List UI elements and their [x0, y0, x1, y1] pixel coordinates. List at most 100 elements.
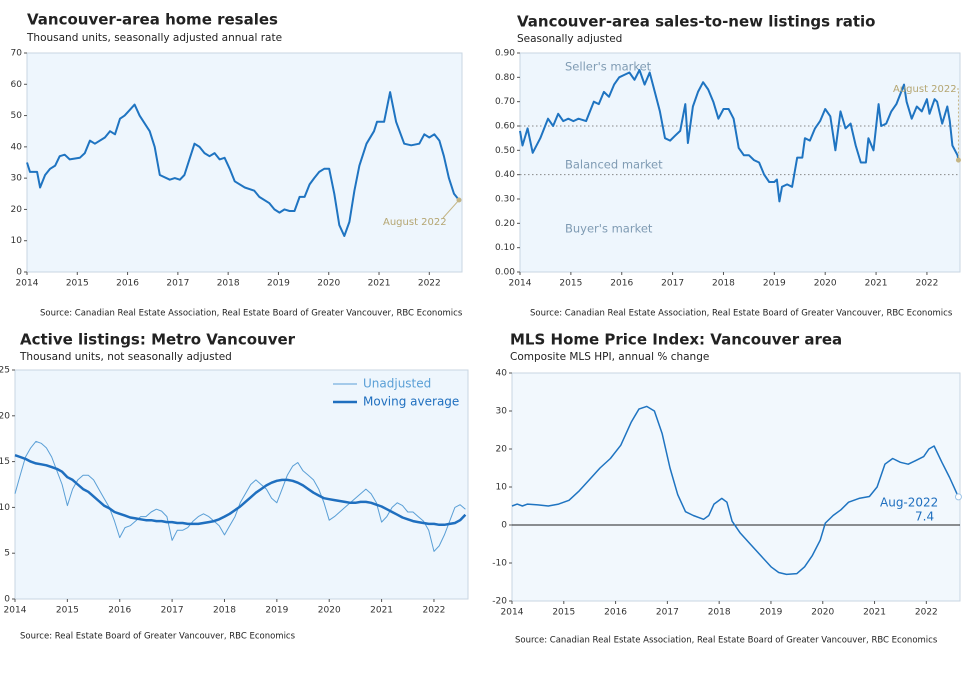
x-tick-label: 2019	[760, 608, 783, 618]
y-tick-label: -20	[492, 597, 507, 607]
x-tick-label: 2016	[108, 606, 131, 616]
x-tick-label: 2022	[423, 606, 446, 616]
y-tick-label: 0.00	[495, 268, 515, 278]
chart-title: MLS Home Price Index: Vancouver area	[510, 331, 842, 349]
x-tick-label: 2015	[559, 279, 582, 289]
zone-label: Buyer's market	[565, 222, 653, 236]
y-tick-label: 20	[0, 411, 10, 421]
x-tick-label: 2014	[4, 606, 27, 616]
x-tick-label: 2019	[265, 606, 288, 616]
zone-label: Balanced market	[565, 158, 663, 172]
x-tick-label: 2016	[604, 608, 627, 618]
y-tick-label: 0.50	[495, 146, 515, 156]
plot-area	[511, 372, 961, 602]
legend-label: Moving average	[363, 395, 459, 409]
y-tick-label: 0.60	[495, 122, 515, 132]
y-tick-label: 30	[11, 174, 23, 184]
x-tick-label: 2016	[116, 279, 139, 289]
y-tick-label: 10	[496, 483, 508, 493]
chart-title: Active listings: Metro Vancouver	[20, 331, 296, 349]
y-tick-label: 0	[16, 268, 22, 278]
x-tick-label: 2020	[811, 608, 834, 618]
y-tick-label: 20	[11, 205, 23, 215]
x-tick-label: 2019	[267, 279, 290, 289]
y-tick-label: 15	[0, 457, 10, 467]
x-tick-label: 2022	[418, 279, 441, 289]
x-tick-label: 2021	[865, 279, 888, 289]
x-tick-label: 2014	[509, 279, 532, 289]
value-label: 7.4	[915, 510, 934, 524]
chart-subtitle: Seasonally adjusted	[517, 33, 622, 45]
y-tick-label: 0	[501, 521, 507, 531]
x-tick-label: 2022	[915, 279, 938, 289]
y-tick-label: 60	[11, 80, 23, 90]
chart-subtitle: Thousand units, seasonally adjusted annu…	[26, 32, 282, 44]
x-tick-label: 2016	[610, 279, 633, 289]
zone-label: Seller's market	[565, 60, 652, 74]
y-tick-label: 30	[496, 407, 508, 417]
source-note: Source: Canadian Real Estate Association…	[530, 309, 953, 319]
x-tick-label: 2017	[661, 279, 684, 289]
y-tick-label: 25	[0, 366, 10, 376]
annotation-dot	[954, 493, 962, 501]
x-tick-label: 2021	[370, 606, 393, 616]
annotation: Aug-2022	[880, 496, 938, 510]
data-line	[511, 405, 960, 576]
x-tick-label: 2018	[712, 279, 735, 289]
y-tick-label: 5	[4, 549, 10, 559]
chart-subtitle: Thousand units, not seasonally adjusted	[19, 351, 232, 363]
x-tick-label: 2015	[66, 279, 89, 289]
x-tick-label: 2018	[708, 608, 731, 618]
x-tick-label: 2022	[915, 608, 938, 618]
source-note: Source: Canadian Real Estate Association…	[40, 309, 463, 319]
y-tick-label: 70	[11, 49, 23, 59]
x-tick-label: 2018	[213, 606, 236, 616]
data-line	[519, 69, 960, 203]
plot-area	[26, 52, 463, 273]
y-tick-label: 0.10	[495, 243, 515, 253]
annotation-dot	[456, 197, 462, 203]
legend-label: Unadjusted	[363, 377, 431, 391]
y-tick-label: 0.40	[495, 170, 515, 180]
data-line	[14, 454, 467, 527]
y-tick-label: 40	[496, 369, 508, 379]
source-note: Source: Canadian Real Estate Association…	[515, 636, 938, 646]
source-note: Source: Real Estate Board of Greater Van…	[20, 632, 296, 642]
y-tick-label: 0.70	[495, 97, 515, 107]
x-tick-label: 2014	[501, 608, 524, 618]
annotation-dot	[955, 157, 961, 163]
plot-area	[14, 369, 469, 600]
y-tick-label: 0.80	[495, 73, 515, 83]
x-tick-label: 2017	[166, 279, 189, 289]
chart-subtitle: Composite MLS HPI, annual % change	[510, 351, 709, 363]
y-tick-label: 0.90	[495, 49, 515, 59]
y-tick-label: 10	[11, 236, 23, 246]
plot-area	[519, 52, 961, 273]
x-tick-label: 2018	[217, 279, 240, 289]
y-tick-label: -10	[492, 559, 507, 569]
x-tick-label: 2020	[318, 606, 341, 616]
annotation: August 2022	[383, 217, 447, 228]
x-tick-label: 2014	[16, 279, 39, 289]
y-tick-label: 40	[11, 142, 23, 152]
x-tick-label: 2019	[763, 279, 786, 289]
x-tick-label: 2017	[656, 608, 679, 618]
x-tick-label: 2020	[814, 279, 837, 289]
x-tick-label: 2015	[552, 608, 575, 618]
x-tick-label: 2021	[863, 608, 886, 618]
annotation-leader	[442, 199, 460, 219]
x-tick-label: 2017	[161, 606, 184, 616]
chart-title: Vancouver-area home resales	[27, 11, 278, 29]
y-tick-label: 20	[496, 445, 508, 455]
annotation-leader	[953, 88, 959, 161]
data-line	[26, 91, 460, 237]
x-tick-label: 2021	[368, 279, 391, 289]
x-tick-label: 2020	[317, 279, 340, 289]
y-tick-label: 0.20	[495, 219, 515, 229]
y-tick-label: 10	[0, 503, 10, 513]
y-tick-label: 50	[11, 111, 23, 121]
y-tick-label: 0.30	[495, 195, 515, 205]
x-tick-label: 2015	[56, 606, 79, 616]
